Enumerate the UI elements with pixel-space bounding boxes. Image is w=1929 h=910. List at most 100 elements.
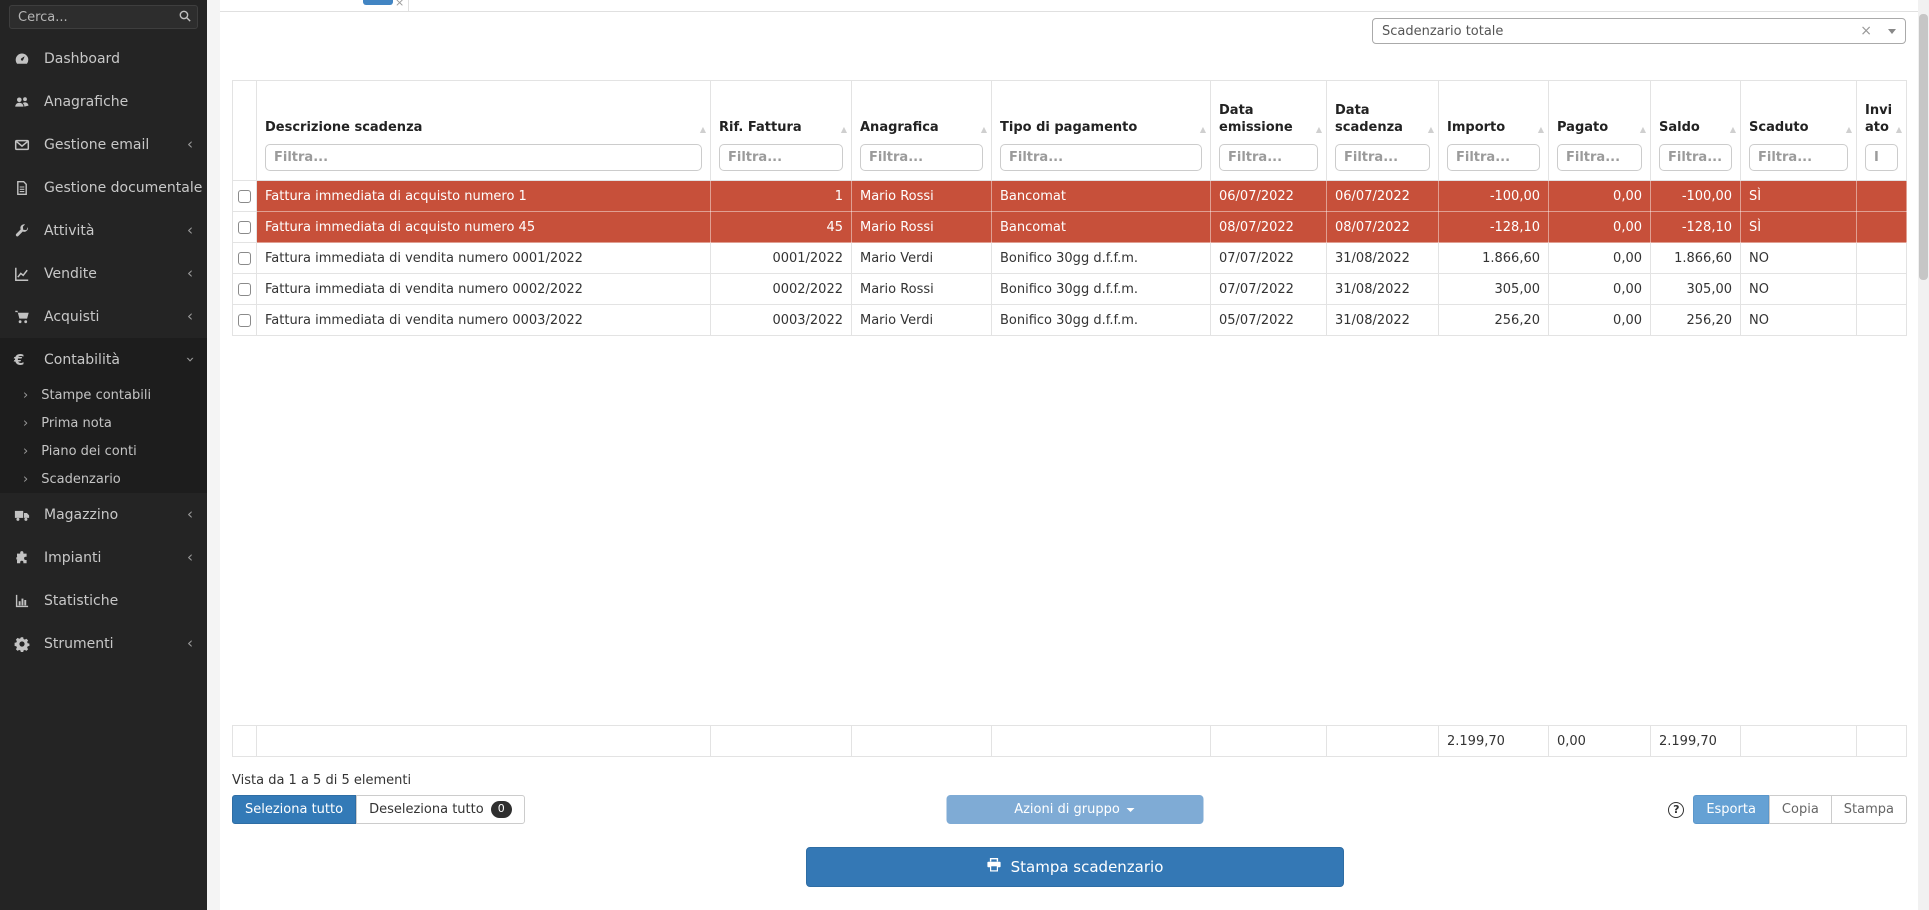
cell-pagato: 0,00 [1548, 304, 1651, 336]
sidebar-item-magazzino[interactable]: Magazzino ‹ [0, 493, 207, 536]
euro-icon: € [14, 350, 25, 369]
filter-input-pagato[interactable] [1557, 144, 1642, 171]
filter-input-scadenza[interactable] [1335, 144, 1430, 171]
sidebar-subitem-label: Stampe contabili [41, 387, 152, 403]
table-row[interactable]: Fattura immediata di vendita numero 0002… [232, 273, 1907, 305]
sidebar-item-strumenti[interactable]: Strumenti ‹ [0, 622, 207, 665]
sidebar-search-input[interactable] [9, 5, 198, 29]
sidebar-subitem-prima-nota[interactable]: › Prima nota [0, 409, 207, 437]
sidebar-item-dashboard[interactable]: Dashboard [0, 37, 207, 80]
filter-input-tipo[interactable] [1000, 144, 1202, 171]
column-header-tipo[interactable]: ▲ Tipo di pagamento [991, 80, 1211, 181]
sidebar-subitem-stampe-contabili[interactable]: › Stampe contabili [0, 381, 207, 409]
row-checkbox[interactable] [238, 251, 251, 265]
filter-input-rif[interactable] [719, 144, 843, 171]
sidebar-subitem-scadenzario[interactable]: › Scadenzario [0, 465, 207, 493]
column-header-scadenza[interactable]: ▲ Data scadenza [1326, 80, 1439, 181]
cell-inviato [1856, 304, 1907, 336]
cell-pagato: 0,00 [1548, 242, 1651, 274]
table-row[interactable]: Fattura immediata di vendita numero 0003… [232, 304, 1907, 336]
select-caret-icon[interactable] [1888, 28, 1896, 34]
column-header-saldo[interactable]: ▲ Saldo [1650, 80, 1741, 181]
filter-input-anagrafica[interactable] [860, 144, 983, 171]
sidebar-item-anagrafiche[interactable]: Anagrafiche [0, 80, 207, 123]
truck-icon [14, 507, 34, 523]
sidebar-item-statistiche[interactable]: Statistiche [0, 579, 207, 622]
column-header-rif[interactable]: ▲ Rif. Fattura [710, 80, 852, 181]
totals-row: 2.199,70 0,00 2.199,70 [232, 725, 1907, 757]
scadenzario-type-select[interactable]: Scadenzario totale × [1372, 18, 1906, 44]
print-schedule-button[interactable]: Stampa scadenzario [805, 847, 1344, 887]
sidebar-item-attivita[interactable]: Attività ‹ [0, 209, 207, 252]
column-header-emissione[interactable]: ▲ Data emissione [1210, 80, 1327, 181]
cell-saldo: -100,00 [1650, 180, 1741, 212]
sidebar-item-acquisti[interactable]: Acquisti ‹ [0, 295, 207, 338]
column-header-importo[interactable]: ▲ Importo [1438, 80, 1549, 181]
filter-input-importo[interactable] [1447, 144, 1540, 171]
caret-down-icon [1126, 807, 1135, 812]
chevron-right-icon: › [23, 471, 29, 487]
column-label: Tipo di pagamento [1000, 120, 1138, 136]
cell-saldo: -128,10 [1650, 211, 1741, 243]
sidebar-search [9, 5, 198, 29]
puzzle-icon [14, 550, 34, 566]
sidebar-item-gestione-documentale[interactable]: Gestione documentale [0, 166, 207, 209]
sort-icon: ▲ [1639, 125, 1646, 134]
cell-rif: 0002/2022 [710, 273, 852, 305]
table-row[interactable]: Fattura immediata di vendita numero 0001… [232, 242, 1907, 274]
scrollbar-thumb[interactable] [1919, 14, 1928, 280]
sidebar-subitem-label: Prima nota [41, 415, 112, 431]
filter-input-inviato[interactable] [1865, 144, 1898, 171]
print-button[interactable]: Stampa [1831, 795, 1907, 824]
table-row[interactable]: Fattura immediata di acquisto numero 45 4… [232, 211, 1907, 243]
filter-input-scaduto[interactable] [1749, 144, 1848, 171]
column-header-anagrafica[interactable]: ▲ Anagrafica [851, 80, 992, 181]
help-icon[interactable]: ? [1668, 801, 1685, 818]
cell-scadenza: 31/08/2022 [1326, 304, 1439, 336]
column-header-pagato[interactable]: ▲ Pagato [1548, 80, 1651, 181]
sidebar-item-gestione-email[interactable]: Gestione email ‹ [0, 123, 207, 166]
column-header-inviato[interactable]: ▲ Inviato [1856, 80, 1907, 181]
sort-icon: ▲ [1537, 125, 1544, 134]
column-label: Rif. Fattura [719, 120, 802, 136]
sidebar-subitem-piano-dei-conti[interactable]: › Piano dei conti [0, 437, 207, 465]
active-tab-pill[interactable] [363, 0, 393, 5]
sort-icon: ▲ [1845, 125, 1852, 134]
search-icon[interactable] [178, 9, 192, 23]
tab-close-icon[interactable]: × [395, 0, 405, 9]
sidebar-item-impianti[interactable]: Impianti ‹ [0, 536, 207, 579]
sidebar-subitem-label: Piano dei conti [41, 443, 137, 459]
sidebar-item-vendite[interactable]: Vendite ‹ [0, 252, 207, 295]
sidebar-item-contabilita[interactable]: € Contabilità ‹ [0, 338, 207, 381]
cell-pagato: 0,00 [1548, 211, 1651, 243]
cell-scaduto: NO [1740, 273, 1857, 305]
sort-icon: ▲ [980, 125, 987, 134]
row-checkbox[interactable] [238, 189, 251, 203]
column-header-checkbox [232, 80, 257, 181]
filter-input-saldo[interactable] [1659, 144, 1732, 171]
filter-input-desc[interactable] [265, 144, 702, 171]
sidebar-group-contabilita: € Contabilità ‹ › Stampe contabili › Prima not… [0, 338, 207, 493]
export-button[interactable]: Esporta [1693, 795, 1769, 824]
total-scaduto [1740, 725, 1857, 757]
chevron-left-icon: ‹ [187, 634, 193, 652]
cell-saldo: 1.866,60 [1650, 242, 1741, 274]
deselect-all-button[interactable]: Deseleziona tutto 0 [356, 795, 525, 824]
chevron-left-icon: ‹ [187, 548, 193, 566]
copy-button[interactable]: Copia [1768, 795, 1832, 824]
total-anagrafica [851, 725, 992, 757]
select-all-button[interactable]: Seleziona tutto [232, 795, 357, 824]
column-header-desc[interactable]: ▲ Descrizione scadenza [256, 80, 711, 181]
sidebar-item-label: Magazzino [44, 506, 119, 523]
filter-input-emissione[interactable] [1219, 144, 1318, 171]
row-checkbox[interactable] [238, 313, 251, 327]
column-header-scaduto[interactable]: ▲ Scaduto [1740, 80, 1857, 181]
group-actions-button[interactable]: Azioni di gruppo [946, 795, 1203, 824]
chevron-left-icon: ‹ [187, 135, 193, 153]
row-checkbox[interactable] [238, 220, 251, 234]
select-clear-icon[interactable]: × [1860, 23, 1872, 39]
top-tab-strip: × [220, 0, 1929, 12]
row-checkbox[interactable] [238, 282, 251, 296]
cell-scadenza: 31/08/2022 [1326, 273, 1439, 305]
